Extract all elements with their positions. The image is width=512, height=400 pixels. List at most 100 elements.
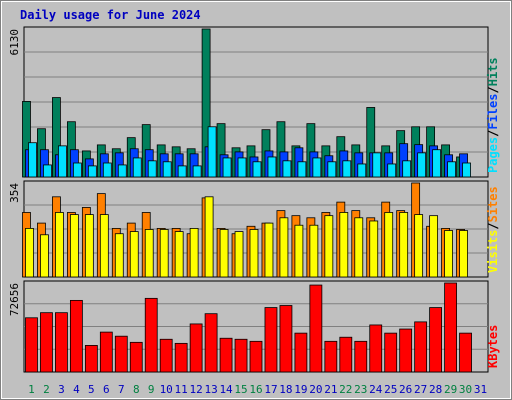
bar <box>342 160 352 178</box>
bar <box>444 230 453 278</box>
bar <box>402 160 412 178</box>
bar <box>99 214 109 278</box>
x-tick-label: 16 <box>249 383 262 396</box>
bar <box>234 338 248 373</box>
bar <box>177 165 187 178</box>
bar <box>414 214 424 278</box>
bar <box>72 162 82 178</box>
bar <box>267 156 277 178</box>
x-tick-label: 17 <box>264 383 277 396</box>
bar <box>264 222 274 278</box>
bar <box>399 328 413 373</box>
x-tick-label: 27 <box>414 383 427 396</box>
bar <box>324 215 334 278</box>
x-tick-label: 28 <box>429 383 442 396</box>
legend: Visits/Sites <box>486 186 500 273</box>
legend: KBytes <box>486 325 500 368</box>
x-tick-label: 7 <box>118 383 125 396</box>
x-tick-label: 14 <box>219 383 233 396</box>
bar <box>117 164 127 178</box>
bar <box>264 307 278 373</box>
bar <box>207 126 217 178</box>
bar <box>429 215 439 278</box>
x-tick-label: 5 <box>88 383 95 396</box>
legend-label: Sites <box>486 186 500 222</box>
bar <box>144 229 154 278</box>
bar <box>87 165 97 178</box>
x-tick-label: 8 <box>133 383 140 396</box>
bar <box>339 336 353 373</box>
bar <box>84 214 94 278</box>
bar <box>237 157 247 178</box>
bar <box>279 217 289 278</box>
bar <box>399 212 409 278</box>
bar <box>444 282 457 373</box>
x-tick-label: 3 <box>58 383 65 396</box>
x-tick-label: 25 <box>384 383 397 396</box>
bar <box>144 297 158 373</box>
bar <box>294 224 304 278</box>
bar <box>354 340 368 373</box>
x-tick-label: 19 <box>294 383 307 396</box>
x-tick-label: 24 <box>369 383 383 396</box>
bar <box>55 212 64 278</box>
x-tick-label: 23 <box>354 383 367 396</box>
bar <box>249 229 259 278</box>
bar <box>384 212 394 278</box>
x-tick-label: 15 <box>234 383 247 396</box>
bar <box>58 145 67 178</box>
bar <box>417 152 427 178</box>
bar <box>252 161 262 178</box>
bar <box>219 337 233 373</box>
x-tick-label: 9 <box>148 383 155 396</box>
bar <box>204 196 214 278</box>
bar <box>192 165 202 178</box>
bar <box>282 160 292 178</box>
chart-title: Daily usage for June 2024 <box>20 8 201 22</box>
bar <box>69 214 79 278</box>
bar <box>174 342 188 373</box>
bar <box>55 312 68 373</box>
y-tick-label: 72656 <box>8 283 21 316</box>
bar <box>312 157 322 178</box>
x-tick-label: 18 <box>279 383 292 396</box>
bar <box>369 220 379 278</box>
bar <box>159 338 173 373</box>
x-tick-label: 10 <box>160 383 173 396</box>
bar <box>159 229 169 278</box>
x-tick-label: 13 <box>204 383 217 396</box>
bar <box>40 312 53 373</box>
x-tick-label: 31 <box>474 383 487 396</box>
bar <box>459 230 468 278</box>
legend-label: KBytes <box>486 325 500 368</box>
bar <box>25 228 34 278</box>
bar <box>432 149 442 178</box>
bar <box>309 284 323 373</box>
bar <box>28 142 37 178</box>
bar <box>279 305 293 373</box>
bar <box>327 161 337 178</box>
bar <box>372 152 382 178</box>
bar <box>114 335 128 373</box>
bar <box>162 161 172 178</box>
legend-label: Pages <box>486 137 500 173</box>
bar <box>174 231 184 278</box>
bar <box>429 307 443 373</box>
x-tick-label: 11 <box>175 383 188 396</box>
bar <box>69 299 83 373</box>
x-tick-label: 26 <box>399 383 412 396</box>
legend: Pages/Files/Hits <box>486 57 500 173</box>
y-tick-label: 354 <box>8 183 21 203</box>
x-tick-label: 4 <box>73 383 80 396</box>
legend-separator: / <box>486 222 500 229</box>
y-tick-label: 6130 <box>8 29 21 56</box>
bar <box>414 321 428 373</box>
bar <box>459 332 472 373</box>
bar <box>369 324 383 373</box>
bar <box>234 231 244 278</box>
bar <box>132 157 142 178</box>
bar <box>219 229 229 278</box>
bar <box>204 313 218 373</box>
